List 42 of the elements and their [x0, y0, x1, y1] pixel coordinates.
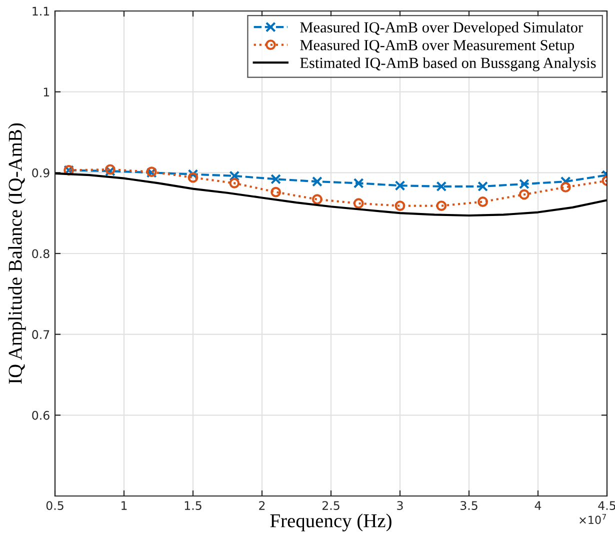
y-tick-label: 0.6 [32, 410, 50, 420]
x-tick-label: 0.5 [46, 501, 64, 510]
x-tick-label: 1.5 [184, 501, 202, 510]
point [478, 181, 488, 192]
point [518, 178, 530, 190]
point [436, 200, 447, 212]
line-series [55, 172, 607, 217]
legend-label: Measured IQ-AmB over Measurement Setup [300, 40, 574, 54]
x-tick-label: 3 [397, 501, 403, 510]
point [560, 176, 571, 187]
legend-label: Measured IQ-AmB over Developed Simulator [300, 22, 583, 36]
point [394, 180, 406, 191]
point [229, 178, 240, 188]
point [312, 176, 322, 187]
point [394, 200, 406, 212]
legend-label: Estimated IQ-AmB based on Bussgang Analysis [300, 57, 596, 72]
point [518, 189, 530, 200]
y-tick-label: 0.9 [32, 168, 50, 178]
x-tick-label: 4.5 [598, 501, 615, 510]
y-tick-label: 1 [44, 88, 50, 96]
point [188, 169, 198, 180]
x-tick-label: 4 [534, 501, 542, 510]
point [353, 178, 364, 188]
point [270, 174, 282, 184]
x-tick-label: 1 [122, 501, 127, 510]
x-tick-label: 3.5 [460, 501, 478, 510]
point [353, 198, 364, 209]
y-tick-label: 1.1 [32, 6, 50, 16]
x-tick-label: 2 [259, 501, 265, 510]
point [312, 194, 322, 205]
y-tick-label: 0.8 [32, 249, 50, 258]
y-axis-title: IQ Amplitude Balance (IQ-AmB) [8, 123, 26, 384]
x-axis-title: Frequency (Hz) [270, 514, 392, 532]
point [478, 196, 488, 207]
point [188, 172, 198, 183]
x-tick-label: 2.5 [322, 501, 340, 510]
point [270, 186, 282, 198]
point [560, 182, 571, 192]
point [229, 170, 240, 182]
point [436, 181, 447, 192]
text: ×10$^{7}$ [580, 514, 606, 524]
y-tick-label: 0.7 [32, 330, 50, 339]
